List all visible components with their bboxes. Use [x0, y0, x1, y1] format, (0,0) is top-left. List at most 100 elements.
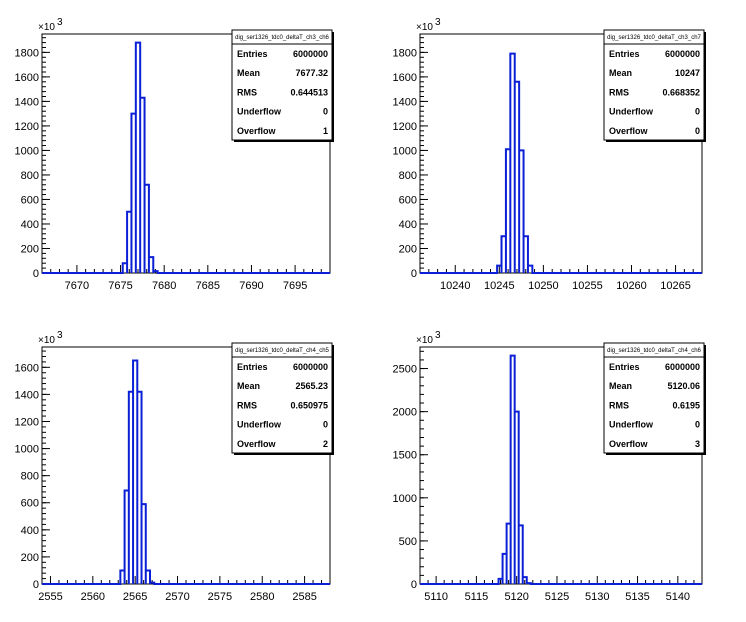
y-tick-label: 1200: [15, 121, 39, 133]
y-exponent-label: ×10: [38, 335, 55, 346]
x-tick-label: 2565: [123, 591, 147, 603]
y-tick-label: 800: [21, 471, 39, 483]
y-tick-label: 1800: [15, 47, 39, 59]
histogram-outline: [420, 354, 702, 585]
stats-value: 0: [695, 420, 700, 430]
x-tick-label: 7695: [283, 280, 307, 292]
stats-label: Overflow: [609, 439, 649, 449]
stats-box-frame: [231, 342, 333, 454]
y-tick-label: 1600: [15, 362, 39, 374]
stats-value: 0: [323, 420, 328, 430]
stats-value: 0.644513: [290, 87, 328, 97]
stats-value: 6000000: [665, 49, 700, 59]
stats-value: 6000000: [293, 362, 328, 372]
histogram-series: [42, 359, 330, 585]
histogram-outline: [42, 359, 330, 585]
stats-value: 7677.32: [295, 68, 328, 78]
x-tick-label: 10265: [660, 280, 691, 292]
histogram-outline: [42, 41, 330, 274]
stats-label: Mean: [609, 381, 632, 391]
y-tick-label: 1800: [393, 47, 417, 59]
y-tick-label: 200: [21, 552, 39, 564]
y-exponent-power: 3: [57, 330, 63, 341]
y-tick-label: 1000: [393, 493, 417, 505]
histogram-series: [420, 52, 702, 274]
histogram-panel-3: 2555 2560 2565 2570 2575 2580 2585 0 200 400 600 80…: [15, 330, 334, 603]
stats-value: 3: [695, 439, 700, 449]
stats-value: 2565.23: [295, 381, 328, 391]
y-tick-label: 1000: [15, 145, 39, 157]
stats-box-frame: [603, 29, 705, 141]
x-tick-label: 5120: [504, 591, 528, 603]
stats-value: 0.650975: [290, 400, 328, 410]
y-tick-label: 1200: [393, 121, 417, 133]
x-tick-label: 5115: [465, 591, 489, 603]
x-tick-label: 7685: [196, 280, 220, 292]
stats-box: dig_ser1326_tdc0_deltaT_ch4_ch6 Entries 60…: [603, 342, 706, 455]
stats-value: 0.6195: [672, 400, 700, 410]
y-tick-label: 800: [21, 170, 39, 182]
stats-label: RMS: [609, 400, 629, 410]
histogram-outline: [420, 52, 702, 274]
stats-value: 2: [323, 439, 328, 449]
stats-value: 0: [695, 126, 700, 136]
y-tick-label: 500: [399, 536, 417, 548]
y-tick-label: 600: [21, 498, 39, 510]
y-tick-label: 0: [411, 268, 417, 280]
y-exponent-power: 3: [435, 17, 441, 28]
stats-label: Entries: [237, 362, 268, 372]
histogram-panel-1: 7670 7675 7680 7685 7690 76950200400600800100…: [15, 17, 334, 292]
x-tick-label: 5125: [545, 591, 569, 603]
y-tick-label: 2500: [393, 364, 417, 376]
stats-value: 10247: [675, 68, 700, 78]
stats-label: Underflow: [237, 420, 282, 430]
y-tick-label: 1600: [393, 72, 417, 84]
y-tick-label: 600: [21, 194, 39, 206]
stats-label: Entries: [609, 49, 640, 59]
x-tick-label: 7675: [108, 280, 132, 292]
stats-value: 6000000: [293, 49, 328, 59]
stats-label: Overflow: [237, 126, 277, 136]
x-tick-label: 10250: [528, 280, 559, 292]
stats-value: 5120.06: [667, 381, 700, 391]
y-tick-label: 2000: [393, 407, 417, 419]
y-tick-label: 0: [411, 579, 417, 591]
stats-label: Entries: [237, 49, 268, 59]
histogram-panel-4: 5110 5115 5120 5125 5130 5135 5140 0 500 1000 1500…: [393, 330, 706, 603]
y-tick-label: 200: [21, 243, 39, 255]
x-tick-label: 2560: [81, 591, 105, 603]
stats-label: Underflow: [609, 420, 654, 430]
stats-value: 0.668352: [662, 87, 700, 97]
x-tick-label: 7670: [65, 280, 89, 292]
y-tick-label: 1400: [393, 96, 417, 108]
histogram-series: [42, 41, 330, 274]
x-tick-label: 10245: [484, 280, 515, 292]
x-tick-label: 2580: [250, 591, 274, 603]
y-exponent-power: 3: [435, 330, 441, 341]
y-exponent-label: ×10: [38, 22, 55, 33]
y-tick-label: 1200: [15, 416, 39, 428]
x-tick-label: 2570: [165, 591, 189, 603]
x-tick-label: 5110: [424, 591, 448, 603]
stats-box: dig_ser1326_tdc0_deltaT_ch3_ch7 Entries 60…: [603, 29, 706, 142]
stats-label: Entries: [609, 362, 640, 372]
stats-label: RMS: [609, 87, 629, 97]
x-tick-label: 2555: [38, 591, 62, 603]
stats-box: dig_ser1326_tdc0_deltaT_ch4_ch5 Entries 60…: [231, 342, 334, 455]
y-tick-label: 600: [399, 194, 417, 206]
x-tick-label: 5140: [666, 591, 690, 603]
y-tick-label: 1600: [15, 72, 39, 84]
y-exponent-label: ×10: [416, 335, 433, 346]
y-tick-label: 0: [33, 268, 39, 280]
x-tick-label: 5130: [585, 591, 609, 603]
stats-box: dig_ser1326_tdc0_deltaT_ch3_ch6 Entries 60…: [231, 29, 334, 142]
stats-box-frame: [603, 342, 705, 454]
x-tick-label: 2575: [208, 591, 232, 603]
stats-label: Underflow: [237, 107, 282, 117]
y-tick-label: 1000: [393, 145, 417, 157]
x-tick-label: 10255: [572, 280, 603, 292]
y-exponent-label: ×10: [416, 22, 433, 33]
stats-label: Underflow: [609, 107, 654, 117]
x-tick-label: 10260: [616, 280, 647, 292]
